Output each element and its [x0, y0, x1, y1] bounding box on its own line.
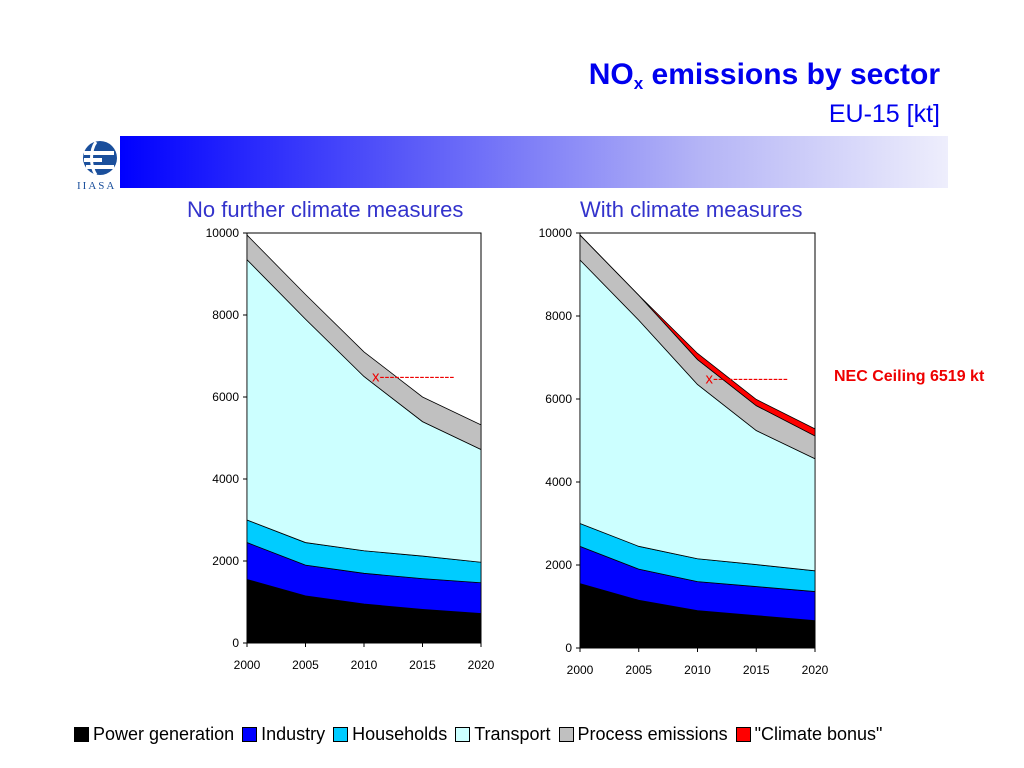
legend-swatch [74, 727, 89, 742]
chart-1-ytick-label: 0 [232, 636, 239, 650]
chart-1-ytick-label: 6000 [212, 390, 239, 404]
chart-2-area-climate-bonus [579, 234, 816, 437]
header-banner [120, 136, 948, 188]
legend-swatch [735, 727, 751, 742]
legend-label: Process emissions [577, 724, 728, 744]
legend-label: "Climate bonus" [754, 724, 883, 744]
chart-2-ytick-label: 6000 [545, 392, 572, 406]
chart-1-area-process-emissions [246, 234, 482, 451]
chart-2-xtick-label: 2000 [567, 663, 594, 677]
legend-label: Industry [261, 724, 326, 744]
charts-canvas: 0 2000 4000 6000 8000 10000 2000 2005 2010 2015 20… [206, 226, 829, 677]
chart-1-xtick-label: 2020 [468, 658, 495, 672]
globe-icon: IIASA [77, 141, 117, 192]
chart-2-xtick-label: 2015 [743, 663, 770, 677]
legend-item: Households [333, 724, 447, 745]
legend-label: Power generation [93, 724, 235, 744]
legend-swatch [333, 727, 349, 742]
legend-swatch [242, 727, 258, 742]
page-subtitle: EU-15 [kt] [828, 100, 940, 128]
legend-item: Industry [242, 724, 325, 745]
chart-2-xtick-label: 2010 [684, 663, 711, 677]
chart-1-xtick-label: 2005 [292, 658, 319, 672]
chart-2-title: With climate measures [580, 197, 803, 222]
chart-1-title: No further climate measures [187, 197, 464, 222]
legend-item: Transport [455, 724, 551, 745]
chart-2-nec-ceiling-marker: x--------------- [706, 370, 788, 387]
chart-1-nec-ceiling-marker: x--------------- [372, 369, 454, 386]
chart-2-ytick-label: 4000 [545, 475, 572, 489]
chart-2-ytick-label: 2000 [545, 558, 572, 572]
chart-2-ytick-label: 10000 [539, 226, 573, 240]
chart-2-ytick-label: 0 [565, 641, 572, 655]
logo-text: IIASA [77, 180, 116, 192]
legend-swatch [558, 727, 574, 742]
chart-2-xtick-label: 2005 [625, 663, 652, 677]
chart-1-ytick-label: 10000 [206, 226, 240, 240]
chart-1-xtick-label: 2010 [351, 658, 378, 672]
chart-1-ytick-label: 4000 [212, 472, 239, 486]
nec-ceiling-label: NEC Ceiling 6519 kt [834, 368, 985, 385]
chart-2-xtick-label: 2020 [802, 663, 829, 677]
page-title: NOx emissions by sector [588, 58, 940, 93]
legend-swatch [455, 727, 471, 742]
legend-label: Households [352, 724, 448, 744]
chart-1-xtick-label: 2000 [234, 658, 261, 672]
chart-1-ytick-label: 2000 [212, 554, 239, 568]
chart-2-ytick-label: 8000 [545, 309, 572, 323]
legend-item: Process emissions [558, 724, 728, 745]
chart-1-xtick-label: 2015 [409, 658, 436, 672]
legend: Power generation Industry Households Transp… [74, 724, 890, 745]
chart-1-ytick-label: 8000 [212, 308, 239, 322]
legend-item: "Climate bonus" [735, 724, 883, 745]
legend-label: Transport [474, 724, 551, 744]
legend-item: Power generation [74, 724, 234, 745]
